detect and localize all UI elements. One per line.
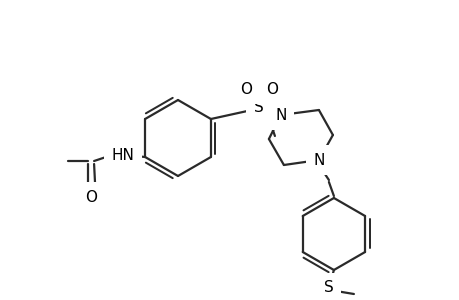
Text: N: N bbox=[274, 107, 286, 122]
Text: O: O bbox=[265, 82, 277, 97]
Text: HN: HN bbox=[112, 148, 134, 163]
Text: S: S bbox=[253, 100, 263, 115]
Text: O: O bbox=[240, 82, 252, 97]
Text: O: O bbox=[85, 190, 97, 205]
Text: N: N bbox=[274, 107, 286, 122]
Text: S: S bbox=[323, 280, 333, 296]
Text: N: N bbox=[313, 152, 324, 167]
